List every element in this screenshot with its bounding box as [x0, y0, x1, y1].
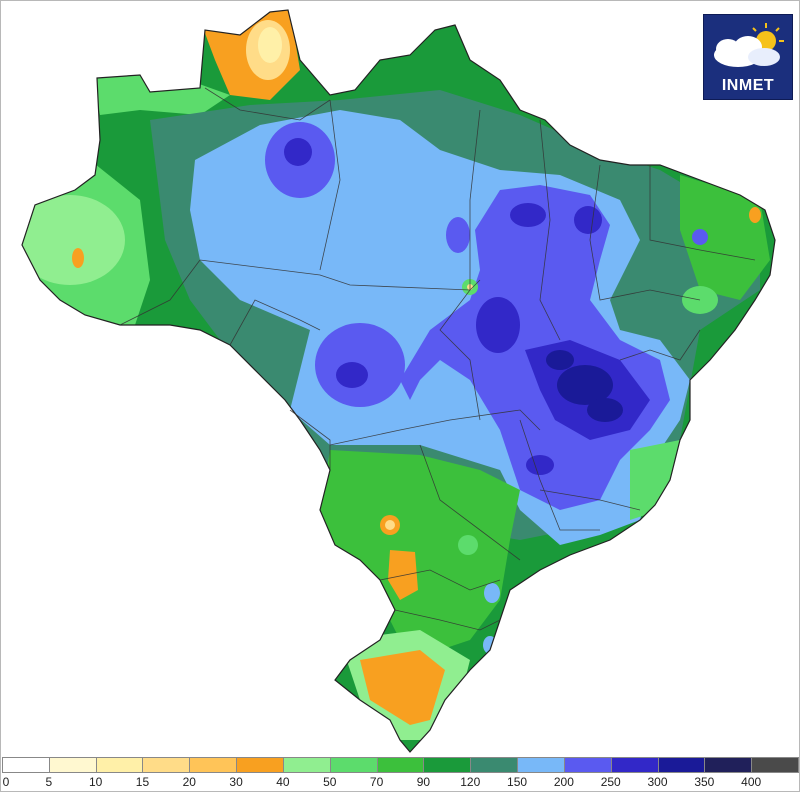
- legend-label: 10: [88, 775, 103, 789]
- legend-label: 300: [647, 775, 668, 789]
- legend-swatch: [517, 757, 565, 773]
- legend-swatch: [751, 757, 799, 773]
- legend-swatch: [2, 757, 50, 773]
- legend-label: 350: [694, 775, 715, 789]
- inmet-logo: INMET: [703, 14, 793, 100]
- legend-label: 50: [323, 775, 337, 789]
- legend-swatch: [657, 757, 706, 773]
- logo-text: INMET: [721, 77, 775, 94]
- legend-label: 400: [741, 775, 762, 789]
- legend-label: 250: [600, 775, 621, 789]
- legend-label: 200: [553, 775, 574, 789]
- legend-swatch: [376, 757, 425, 773]
- legend-swatch: [189, 757, 238, 773]
- precipitation-map: [21, 9, 776, 753]
- legend-swatch: [563, 757, 612, 773]
- legend-swatch: [282, 757, 331, 773]
- legend-swatch: [142, 757, 191, 773]
- legend-swatch: [610, 757, 659, 773]
- legend-label: 40: [276, 775, 290, 789]
- legend-swatch: [48, 757, 97, 773]
- legend-label: 90: [416, 775, 431, 789]
- legend-swatch: [236, 757, 284, 773]
- precipitation-legend: 0 5 10 15 20 30 40 50 70 90 120 150 200 250 300 350 400: [0, 757, 800, 792]
- legend-label: 30: [229, 775, 243, 789]
- legend-swatch: [423, 757, 472, 773]
- legend-swatch: [470, 757, 519, 773]
- legend-swatch: [329, 757, 378, 773]
- legend-label: 15: [135, 775, 150, 789]
- legend-label: 70: [369, 775, 384, 789]
- sun-cloud-icon: [714, 23, 784, 67]
- legend-swatch: [704, 757, 753, 773]
- legend-label: 150: [507, 775, 528, 789]
- legend-label: 5: [45, 775, 53, 789]
- legend-label: 0: [2, 775, 10, 789]
- legend-label: 120: [460, 775, 481, 789]
- legend-label: 20: [182, 775, 196, 789]
- legend-swatch: [95, 757, 144, 773]
